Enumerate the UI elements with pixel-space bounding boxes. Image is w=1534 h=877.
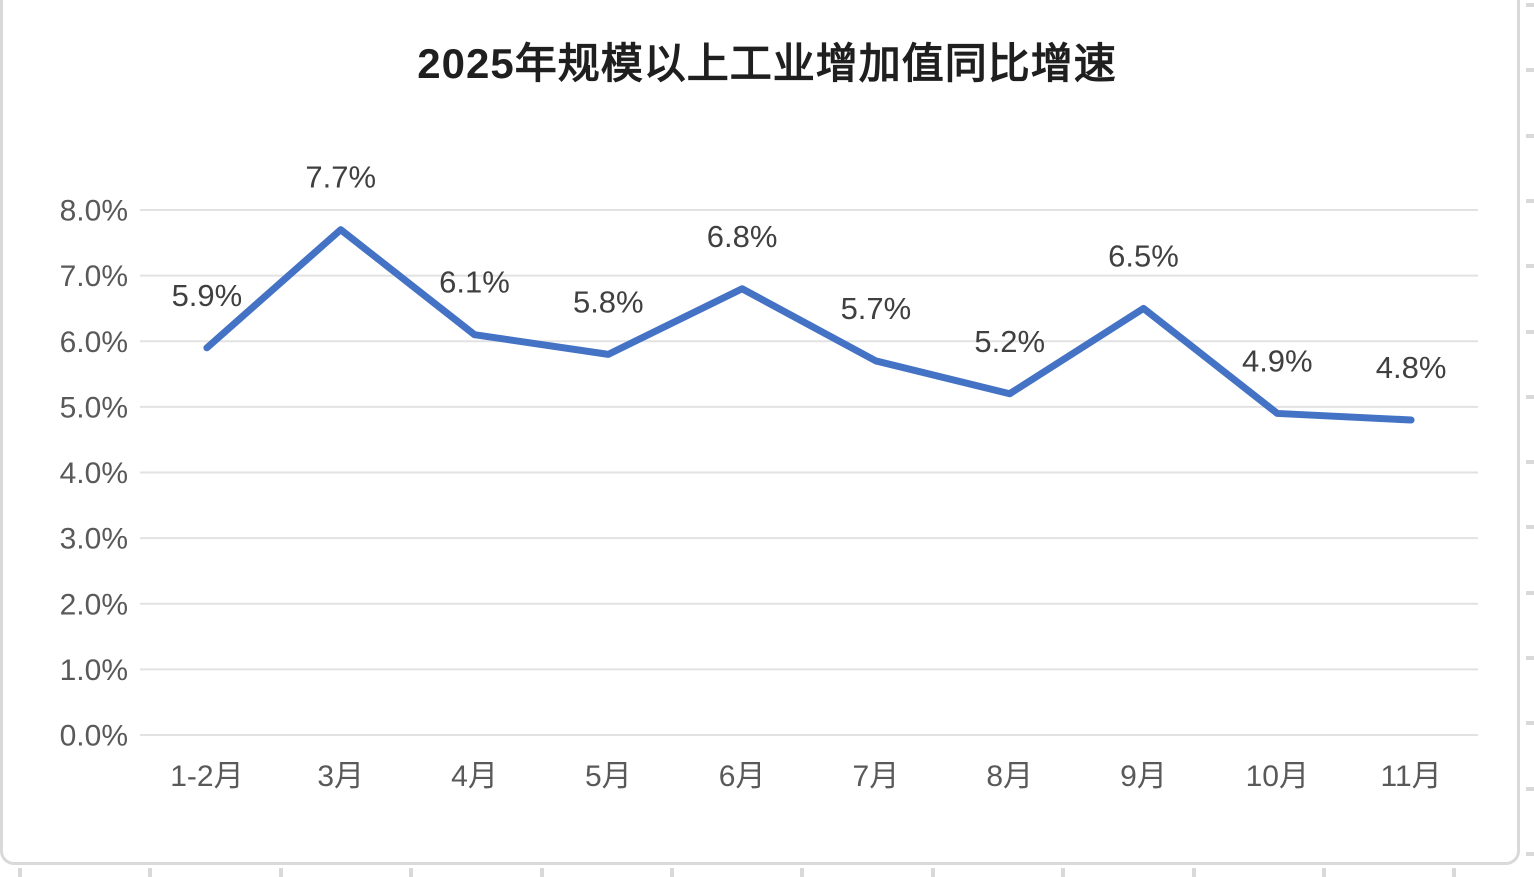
spreadsheet-column-tick (800, 868, 804, 877)
data-point-label: 5.2% (974, 324, 1045, 359)
x-axis-category-label: 3月 (317, 760, 364, 793)
data-point-label: 5.8% (573, 284, 644, 319)
spreadsheet-row-tick (1526, 591, 1534, 595)
x-axis-category-label: 8月 (986, 760, 1033, 793)
spreadsheet-row-tick (1526, 264, 1534, 268)
data-point-label: 5.9% (172, 278, 243, 313)
y-axis-tick-label: 8.0% (60, 195, 128, 228)
x-axis-category-label: 6月 (719, 760, 766, 793)
data-point-label: 6.5% (1108, 238, 1179, 273)
spreadsheet-row-tick (1526, 525, 1534, 529)
y-axis-tick-label: 3.0% (60, 523, 128, 556)
spreadsheet-column-tick (1061, 868, 1065, 877)
spreadsheet-row-tick (1526, 330, 1534, 334)
x-axis-category-label: 5月 (585, 760, 632, 793)
chart-title: 2025年规模以上工业增加值同比增速 (417, 40, 1117, 87)
x-axis-category-label: 1-2月 (170, 760, 243, 793)
spreadsheet-column-tick (1322, 868, 1326, 877)
y-axis-tick-label: 1.0% (60, 654, 128, 687)
spreadsheet-column-tick (409, 868, 413, 877)
data-point-label: 5.7% (841, 291, 912, 326)
spreadsheet-row-tick (1526, 656, 1534, 660)
data-point-label: 4.9% (1242, 343, 1313, 378)
y-axis-tick-label: 5.0% (60, 391, 128, 424)
x-axis-category-label: 9月 (1120, 760, 1167, 793)
spreadsheet-row-tick (1526, 68, 1534, 72)
spreadsheet-column-tick (18, 868, 22, 877)
y-axis-tick-label: 7.0% (60, 260, 128, 293)
spreadsheet-row-tick (1526, 460, 1534, 464)
x-axis-category-label: 7月 (853, 760, 900, 793)
spreadsheet-row-tick (1526, 787, 1534, 791)
spreadsheet-row-tick (1526, 721, 1534, 725)
spreadsheet-row-tick (1526, 395, 1534, 399)
spreadsheet-column-tick (148, 868, 152, 877)
spreadsheet-row-tick (1526, 3, 1534, 7)
x-axis-category-label: 10月 (1246, 760, 1309, 793)
spreadsheet-column-tick (279, 868, 283, 877)
series-line (203, 226, 1415, 424)
y-axis-tick-label: 4.0% (60, 457, 128, 490)
data-point-label: 6.1% (439, 265, 510, 300)
data-point-label: 4.8% (1376, 350, 1447, 385)
spreadsheet-row-tick (1526, 199, 1534, 203)
spreadsheet-column-tick (931, 868, 935, 877)
y-axis-tick-label: 6.0% (60, 326, 128, 359)
spreadsheet-column-tick (1192, 868, 1196, 877)
y-axis-tick-label: 2.0% (60, 588, 128, 621)
x-axis-category-label: 4月 (451, 760, 498, 793)
spreadsheet-column-tick (540, 868, 544, 877)
spreadsheet-row-tick (1526, 852, 1534, 856)
data-point-label: 7.7% (305, 160, 376, 195)
chart-container (0, 0, 1520, 865)
spreadsheet-row-tick (1526, 134, 1534, 138)
y-axis-tick-label: 0.0% (60, 720, 128, 753)
data-point-label: 6.8% (707, 219, 778, 254)
x-axis-category-label: 11月 (1381, 760, 1442, 793)
spreadsheet-column-tick (1452, 868, 1456, 877)
spreadsheet-column-tick (670, 868, 674, 877)
